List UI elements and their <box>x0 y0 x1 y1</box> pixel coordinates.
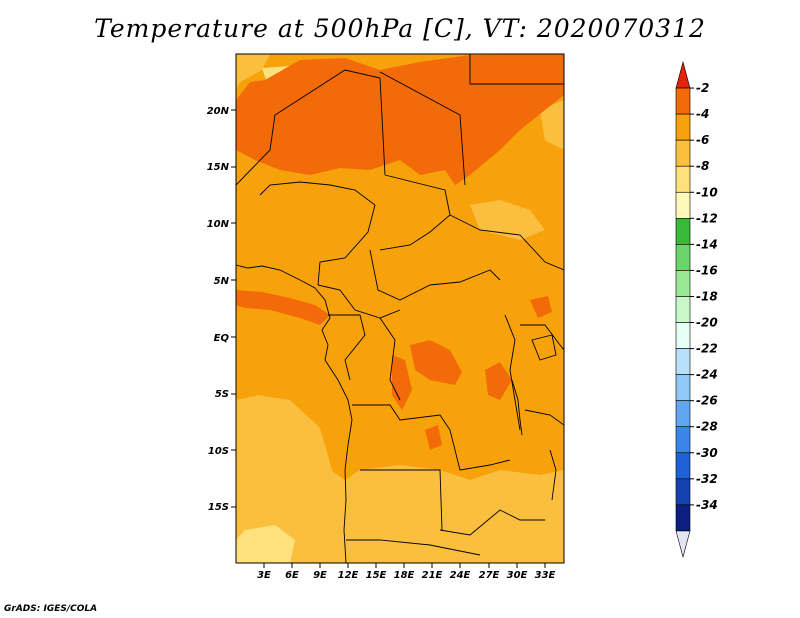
colorbar-label: -28 <box>696 420 718 434</box>
lat-label: EQ <box>214 333 230 344</box>
border-drc-east <box>504 314 521 431</box>
colorbar-label: -2 <box>696 81 709 95</box>
lon-label: 12E <box>338 570 359 581</box>
colorbar-swatch <box>675 218 691 245</box>
colorbar-label: -22 <box>696 342 718 356</box>
colorbar-swatch <box>675 296 691 323</box>
colorbar-swatch <box>675 139 691 167</box>
border-egypt-sudan <box>469 54 564 85</box>
lon-label: 15E <box>366 570 387 581</box>
colorbar-label: -16 <box>696 263 718 277</box>
border-tanzania <box>524 409 564 426</box>
lon-label: 18E <box>394 570 415 581</box>
country-boundaries <box>236 54 564 563</box>
border-cameroon <box>317 284 401 319</box>
colorbar-swatch <box>675 87 691 115</box>
colorbar-label: -10 <box>696 185 718 199</box>
colorbar-label: -8 <box>696 159 709 173</box>
field-cool-northwest <box>236 54 270 90</box>
colorbar-label: -26 <box>696 394 718 408</box>
lat-label: 5N <box>214 276 230 287</box>
border-gabon <box>328 314 366 381</box>
colorbar-swatch <box>675 322 691 349</box>
lon-label: 30E <box>507 570 528 581</box>
colorbar-top-arrow <box>675 60 691 89</box>
field-warm-congo-2 <box>392 355 412 410</box>
border-niger-north <box>236 69 386 186</box>
colorbar-label: -30 <box>696 446 718 460</box>
grads-credit: GrADS: IGES/COLA <box>4 604 98 614</box>
border-uganda-kenya <box>520 324 564 351</box>
colorbar-swatch <box>675 504 691 532</box>
colorbar-swatch <box>675 165 691 193</box>
lat-axis: 20N 15N 10N 5N EQ 5S 10S 15S <box>207 106 230 513</box>
field-warm-congo-4 <box>425 425 442 450</box>
lat-label: 20N <box>207 106 230 117</box>
colorbar-swatch <box>675 374 691 401</box>
field-warm-gulf <box>236 290 330 325</box>
border-nigeria <box>259 181 376 286</box>
field-cool-west <box>236 395 345 563</box>
field-warm-congo-3 <box>485 362 512 400</box>
colorbar-label: -18 <box>696 289 718 303</box>
lon-label: 27E <box>479 570 500 581</box>
colorbar-swatch <box>675 113 691 141</box>
colorbar-label: -12 <box>696 211 718 225</box>
colorbar-label: -4 <box>696 107 709 121</box>
west-coast <box>236 264 353 563</box>
lake-malawi <box>549 449 557 501</box>
field-warm-sahara <box>236 54 564 185</box>
border-zambia <box>439 509 545 536</box>
border-chad <box>379 174 451 251</box>
colorbar-swatch <box>675 452 691 480</box>
field-warm-east <box>530 296 552 318</box>
lat-label: 10N <box>207 219 230 230</box>
colorbar-label: -24 <box>696 368 718 382</box>
field-cool-east <box>470 200 545 240</box>
colorbar-swatch <box>675 244 691 271</box>
field-warm-congo-1 <box>410 340 462 385</box>
lat-label: 15N <box>207 162 230 173</box>
map-title: Temperature at 500hPa [C], VT: 202007031… <box>94 14 706 43</box>
lake-victoria <box>531 334 557 361</box>
lon-label: 21E <box>422 570 443 581</box>
border-congo <box>379 317 401 401</box>
temperature-field <box>236 54 564 563</box>
colorbar-swatch <box>675 348 691 375</box>
lon-label: 24E <box>450 570 471 581</box>
colorbar: -2 -4 -6 -8 -10 -12 -14 -16 -18 -20 -22 -24 -26 -28 -3… <box>675 60 718 559</box>
colorbar-bottom-arrow <box>675 530 691 559</box>
border-sudan-ss <box>449 214 564 271</box>
lat-label: 10S <box>208 446 229 457</box>
lat-label: 15S <box>208 502 229 513</box>
colorbar-label: -34 <box>696 498 718 512</box>
border-car <box>369 249 501 301</box>
lon-label: 9E <box>313 570 327 581</box>
border-namibia <box>346 539 481 556</box>
lon-axis: 3E 6E 9E 12E 15E 18E 21E 24E 27E 30E 33E <box>257 570 555 581</box>
lat-ticks <box>231 109 236 508</box>
colorbar-swatch <box>675 270 691 297</box>
lon-ticks <box>263 563 546 568</box>
colorbar-swatch <box>675 400 691 428</box>
field-cooler-south <box>236 525 295 563</box>
field-cool-northeast <box>540 100 564 150</box>
plot-frame <box>235 53 565 564</box>
lon-label: 3E <box>257 570 271 581</box>
lon-label: 33E <box>535 570 556 581</box>
colorbar-label: -14 <box>696 237 718 251</box>
colorbar-swatch <box>675 191 691 219</box>
lat-label: 5S <box>215 389 229 400</box>
colorbar-label: -6 <box>696 133 709 147</box>
lake-tanganyika <box>511 379 523 436</box>
border-drc-south <box>352 404 511 471</box>
colorbar-label: -32 <box>696 472 718 486</box>
border-angola <box>360 469 443 531</box>
colorbar-swatch <box>675 478 691 506</box>
border-libya-chad <box>379 71 466 186</box>
lon-label: 6E <box>285 570 299 581</box>
colorbar-swatch <box>675 426 691 454</box>
colorbar-label: -20 <box>696 316 718 330</box>
